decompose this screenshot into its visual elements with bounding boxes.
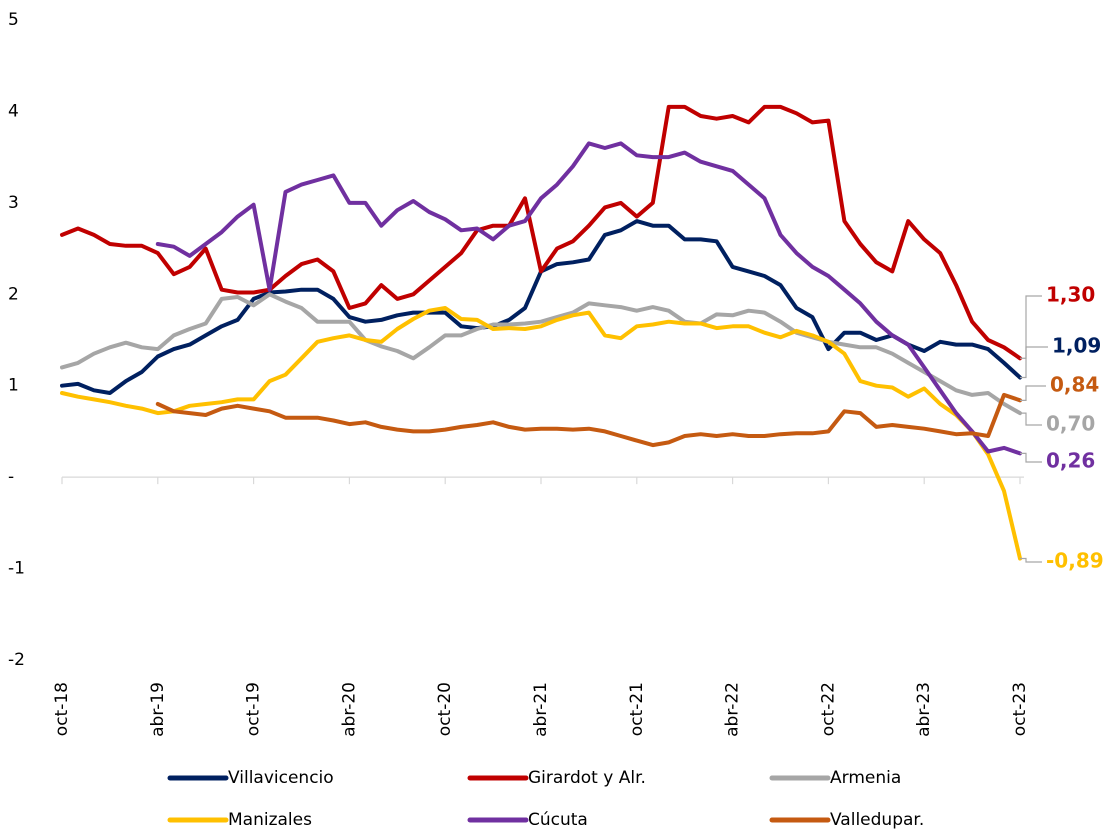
leader-line — [1020, 557, 1042, 563]
x-tick-label: oct-19 — [244, 682, 264, 736]
x-tick-label: oct-18 — [52, 682, 72, 736]
data-label: -0,89 — [1046, 549, 1104, 573]
legend-label: Villavicencio — [228, 768, 334, 788]
data-label: 0,70 — [1046, 412, 1095, 436]
y-tick-label: -2 — [8, 650, 25, 670]
x-tick-label: abr-22 — [723, 682, 743, 737]
legend-label: Manizales — [228, 810, 312, 830]
leader-line — [1020, 295, 1042, 359]
y-tick-label: 3 — [8, 193, 19, 213]
series-line — [155, 392, 1022, 448]
x-tick-label: abr-21 — [531, 682, 551, 737]
legend-label: Valledupar. — [830, 810, 924, 830]
y-tick-label: 4 — [8, 101, 19, 121]
x-tick-label: oct-22 — [818, 682, 838, 736]
series-line — [60, 104, 1022, 361]
data-label: 1,30 — [1046, 283, 1095, 307]
leader-line — [1020, 412, 1042, 426]
leader-line — [1020, 346, 1048, 379]
legend-label: Girardot y Alr. — [528, 768, 646, 788]
series-line — [60, 306, 1022, 561]
y-tick-label: 1 — [8, 376, 19, 396]
x-tick-label: oct-20 — [435, 682, 455, 736]
y-tick-label: 5 — [8, 10, 19, 30]
x-tick-label: abr-23 — [914, 682, 934, 737]
x-tick-label: oct-21 — [627, 682, 647, 736]
y-tick-label: - — [8, 467, 14, 487]
x-tick-label: abr-19 — [148, 682, 168, 737]
leader-line — [1020, 385, 1046, 401]
series-line — [60, 292, 1022, 416]
data-label: 0,84 — [1050, 373, 1099, 397]
data-label: 0,26 — [1046, 449, 1095, 473]
x-tick-label: abr-20 — [339, 682, 359, 737]
legend-label: Cúcuta — [528, 810, 588, 830]
y-tick-label: 2 — [8, 284, 19, 304]
legend-label: Armenia — [830, 768, 901, 788]
data-label: 1,09 — [1052, 334, 1101, 358]
series-line — [155, 141, 1022, 456]
y-tick-label: -1 — [8, 559, 25, 579]
x-tick-label: oct-23 — [1010, 682, 1030, 736]
leader-line — [1020, 452, 1042, 463]
